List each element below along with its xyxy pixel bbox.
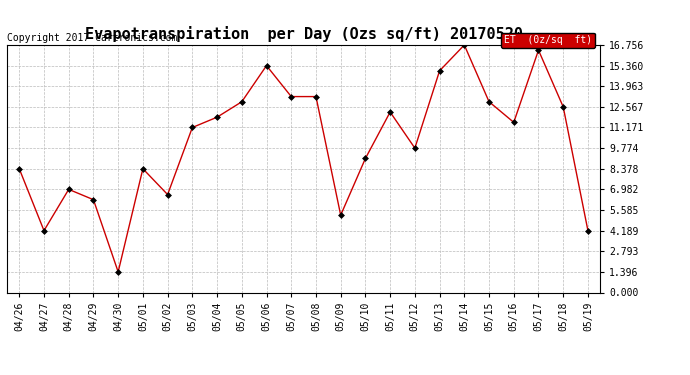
Text: Copyright 2017 Cartronics.com: Copyright 2017 Cartronics.com <box>7 33 177 42</box>
Title: Evapotranspiration  per Day (Ozs sq/ft) 20170520: Evapotranspiration per Day (Ozs sq/ft) 2… <box>85 27 522 42</box>
Legend: ET  (0z/sq  ft): ET (0z/sq ft) <box>502 33 595 48</box>
